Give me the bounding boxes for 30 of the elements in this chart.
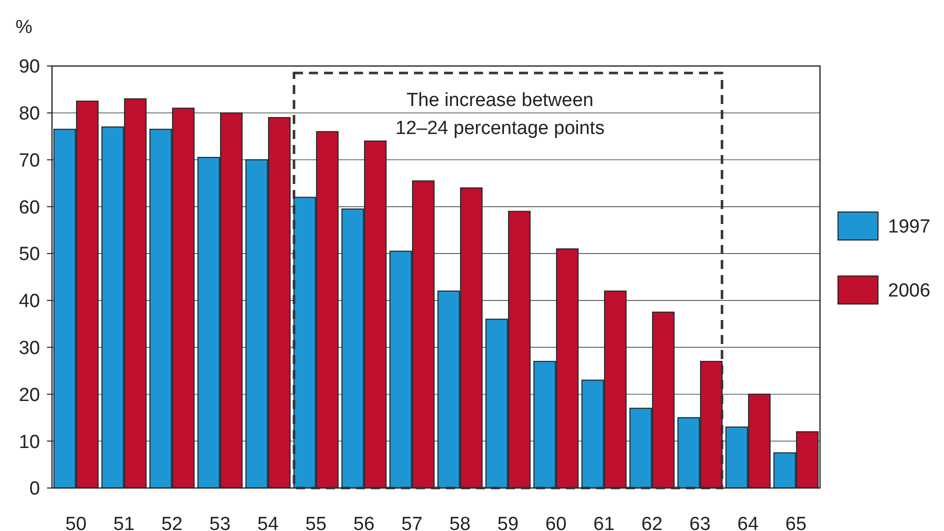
- y-tick-label: 70: [18, 150, 40, 172]
- x-tick-label: 63: [689, 514, 711, 531]
- x-tick-label: 57: [401, 514, 423, 531]
- x-tick-label: 52: [161, 514, 183, 531]
- x-tick-label: 62: [641, 514, 663, 531]
- y-tick-label: 40: [18, 291, 40, 312]
- x-tick-label: 56: [353, 514, 375, 531]
- y-tick-label: 0: [29, 478, 40, 500]
- y-tick-label: 10: [18, 432, 40, 453]
- x-tick-label: 51: [113, 514, 135, 531]
- legend-label: 2006: [888, 280, 930, 302]
- y-axis-title: %: [16, 17, 33, 38]
- y-tick-label: 50: [18, 244, 40, 266]
- x-tick-label: 53: [209, 514, 231, 531]
- y-tick-label: 30: [18, 338, 40, 359]
- legend-label: 1997: [888, 216, 930, 238]
- x-tick-label: 64: [737, 514, 759, 531]
- x-tick-label: 65: [785, 514, 807, 531]
- x-tick-label: 55: [305, 514, 327, 531]
- y-tick-label: 20: [18, 384, 40, 406]
- y-tick-label: 90: [18, 56, 40, 78]
- x-tick-label: 50: [65, 514, 87, 531]
- y-tick-label: 80: [18, 104, 40, 125]
- annotation: The increase between 12–24 percentage points: [395, 90, 605, 139]
- x-tick-label: 58: [449, 514, 471, 531]
- x-tick-label: 61: [593, 514, 615, 531]
- x-tick-label: 54: [257, 514, 279, 531]
- y-tick-label: 60: [18, 197, 40, 218]
- x-tick-label: 59: [497, 514, 519, 531]
- x-tick-label: 60: [545, 514, 567, 531]
